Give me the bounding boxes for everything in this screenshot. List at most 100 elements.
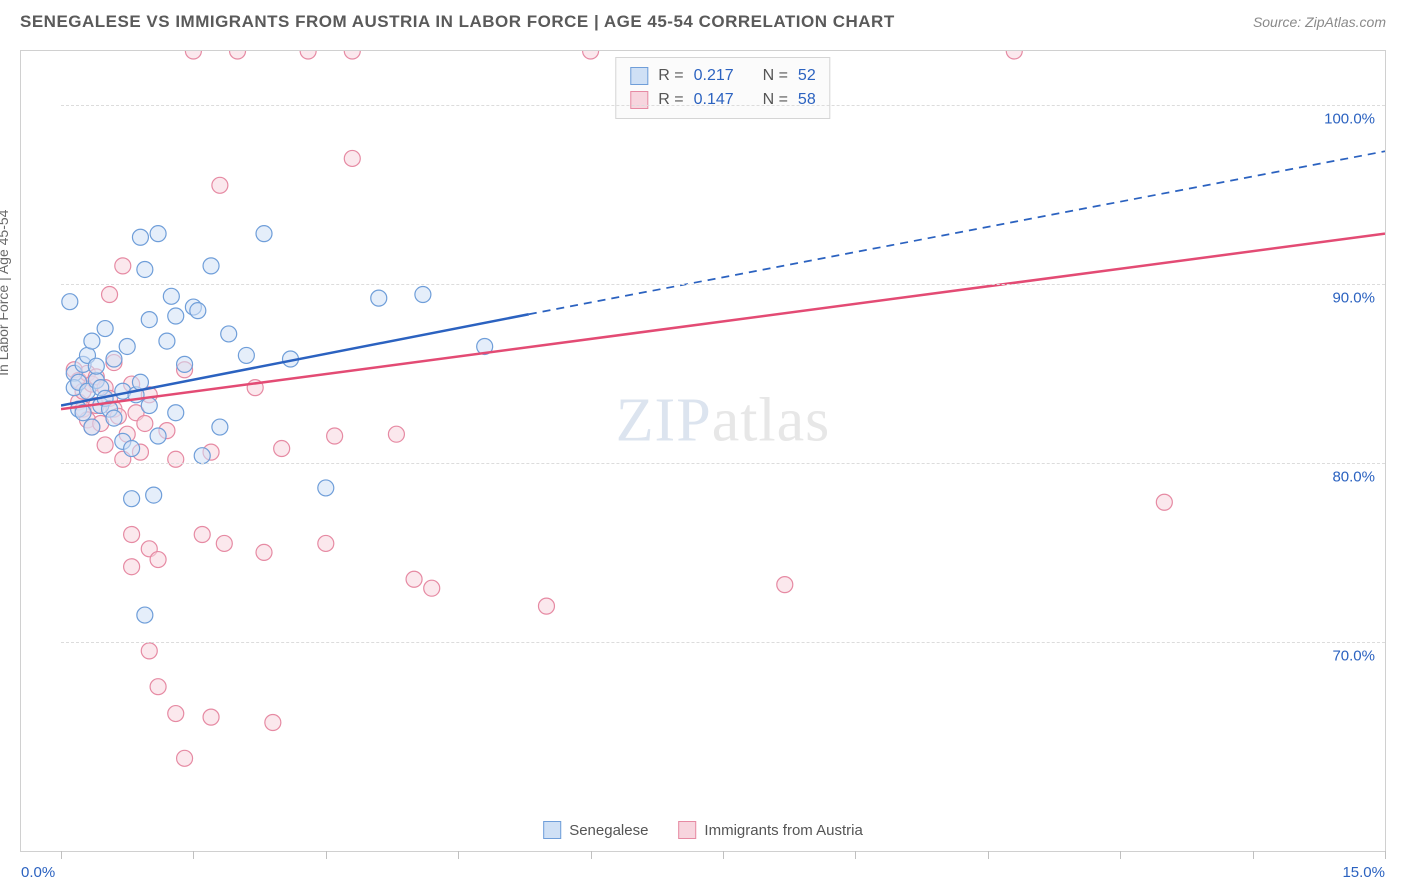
scatter-point [168, 308, 184, 324]
scatter-point [216, 535, 232, 551]
stat-row-1: R = 0.217 N = 52 [630, 64, 815, 88]
scatter-point [146, 487, 162, 503]
scatter-point [194, 448, 210, 464]
scatter-point [424, 580, 440, 596]
scatter-point [177, 356, 193, 372]
scatter-point [119, 338, 135, 354]
legend-label-austria: Immigrants from Austria [704, 822, 862, 839]
scatter-point [150, 679, 166, 695]
x-tick [723, 851, 724, 859]
scatter-point [230, 51, 246, 59]
scatter-point [203, 709, 219, 725]
scatter-point [97, 437, 113, 453]
scatter-point [777, 577, 793, 593]
y-axis-label: In Labor Force | Age 45-54 [0, 210, 11, 376]
scatter-point [190, 303, 206, 319]
x-tick [855, 851, 856, 859]
y-tick-label: 70.0% [1332, 647, 1375, 664]
y-tick-label: 80.0% [1332, 468, 1375, 485]
legend-item-senegalese: Senegalese [543, 821, 648, 839]
scatter-point [150, 428, 166, 444]
scatter-point [106, 351, 122, 367]
scatter-point [124, 491, 140, 507]
grid-line [61, 463, 1385, 464]
trend-line [61, 314, 529, 405]
scatter-point [124, 559, 140, 575]
r-label: R = [658, 64, 683, 88]
source-label: Source: ZipAtlas.com [1253, 14, 1386, 30]
scatter-point [388, 426, 404, 442]
y-tick-label: 90.0% [1332, 289, 1375, 306]
scatter-point [159, 333, 175, 349]
x-tick [591, 851, 592, 859]
grid-line [61, 284, 1385, 285]
r-label: R = [658, 88, 683, 112]
scatter-point [1006, 51, 1022, 59]
scatter-point [137, 415, 153, 431]
scatter-point [168, 706, 184, 722]
scatter-point [137, 607, 153, 623]
grid-line [61, 105, 1385, 106]
x-tick [193, 851, 194, 859]
x-tick [988, 851, 989, 859]
x-tick [326, 851, 327, 859]
scatter-point [124, 526, 140, 542]
chart-svg [61, 51, 1385, 821]
chart-container: In Labor Force | Age 45-54 ZIPatlas R = … [20, 50, 1386, 852]
scatter-point [318, 480, 334, 496]
scatter-point [327, 428, 343, 444]
scatter-point [318, 535, 334, 551]
x-tick [1253, 851, 1254, 859]
scatter-point [406, 571, 422, 587]
scatter-point [62, 294, 78, 310]
scatter-point [177, 750, 193, 766]
scatter-point [238, 347, 254, 363]
scatter-point [344, 51, 360, 59]
scatter-point [371, 290, 387, 306]
scatter-point [150, 226, 166, 242]
legend-swatch-senegalese [543, 821, 561, 839]
scatter-point [84, 333, 100, 349]
scatter-point [415, 287, 431, 303]
swatch-senegalese [630, 67, 648, 85]
scatter-point [212, 419, 228, 435]
legend-label-senegalese: Senegalese [569, 822, 648, 839]
scatter-point [102, 287, 118, 303]
n-label: N = [763, 88, 788, 112]
r-value-1: 0.217 [694, 64, 734, 88]
scatter-point [97, 321, 113, 337]
stat-box: R = 0.217 N = 52 R = 0.147 N = 58 [615, 57, 830, 119]
scatter-point [141, 312, 157, 328]
x-tick-right: 15.0% [1342, 864, 1385, 881]
n-value-1: 52 [798, 64, 816, 88]
scatter-point [84, 419, 100, 435]
x-tick [1120, 851, 1121, 859]
x-tick-left: 0.0% [21, 864, 55, 881]
scatter-point [256, 544, 272, 560]
r-value-2: 0.147 [694, 88, 734, 112]
scatter-point [583, 51, 599, 59]
n-label: N = [763, 64, 788, 88]
scatter-point [115, 258, 131, 274]
scatter-point [168, 451, 184, 467]
chart-title: SENEGALESE VS IMMIGRANTS FROM AUSTRIA IN… [20, 12, 895, 32]
x-tick [458, 851, 459, 859]
scatter-point [265, 715, 281, 731]
scatter-point [168, 405, 184, 421]
scatter-point [132, 229, 148, 245]
scatter-point [137, 261, 153, 277]
legend-swatch-austria [678, 821, 696, 839]
scatter-point [141, 643, 157, 659]
scatter-point [150, 552, 166, 568]
scatter-point [344, 150, 360, 166]
scatter-point [88, 358, 104, 374]
scatter-point [274, 441, 290, 457]
legend-item-austria: Immigrants from Austria [678, 821, 862, 839]
x-tick [1385, 851, 1386, 859]
scatter-point [1156, 494, 1172, 510]
trend-line [61, 234, 1385, 409]
scatter-point [203, 258, 219, 274]
plot-area: ZIPatlas R = 0.217 N = 52 R = 0.147 N = … [61, 51, 1385, 821]
scatter-point [538, 598, 554, 614]
scatter-point [163, 288, 179, 304]
